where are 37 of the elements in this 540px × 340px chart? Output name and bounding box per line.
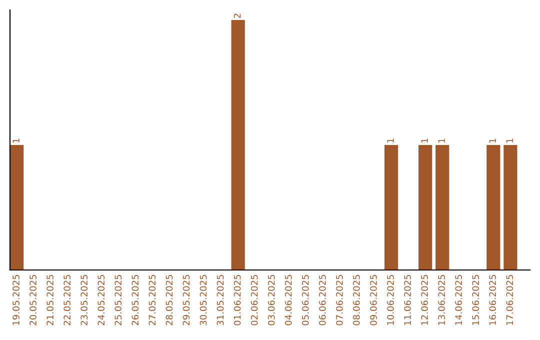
x-tick-label: 28.05.2025 <box>166 274 173 326</box>
x-tick-label: 24.05.2025 <box>98 274 105 326</box>
x-tick-label: 01.06.2025 <box>234 274 241 326</box>
x-tick-label: 11.06.2025 <box>404 274 411 325</box>
x-tick-label: 26.05.2025 <box>132 274 139 326</box>
x-tick-label: 03.06.2025 <box>268 274 275 326</box>
x-tick-label: 30.05.2025 <box>200 274 207 326</box>
x-tick-label: 22.05.2025 <box>64 274 70 326</box>
data-label: 1 <box>489 138 496 143</box>
x-tick-label: 17.06.2025 <box>506 274 514 325</box>
x-tick-label: 27.05.2025 <box>148 274 156 326</box>
x-tick-label: 25.05.2025 <box>114 274 122 326</box>
x-tick-label: 09.06.2025 <box>370 274 377 326</box>
x-tick-label: 19.05.2025 <box>12 274 20 325</box>
x-tick-label: 04.06.2025 <box>284 274 292 326</box>
x-tick-label: 13.06.2025 <box>438 274 445 325</box>
x-tick-label: 08.06.2025 <box>353 274 360 326</box>
x-tick-label: 14.06.2025 <box>455 274 462 325</box>
data-label: 2 <box>234 14 241 18</box>
x-tick-label: 12.06.2025 <box>421 274 428 325</box>
x-tick-label: 02.06.2025 <box>250 274 258 326</box>
x-tick-label: 20.05.2025 <box>30 274 36 326</box>
data-label: 1 <box>387 138 394 143</box>
data-label: 1 <box>506 138 513 143</box>
x-tick-label: 06.06.2025 <box>318 274 326 326</box>
x-tick-label: 21.05.2025 <box>46 274 54 326</box>
x-tick-label: 05.06.2025 <box>302 274 309 326</box>
x-tick-label: 23.05.2025 <box>80 274 88 326</box>
x-tick-label: 31.05.2025 <box>216 274 224 326</box>
x-tick-label: 29.05.2025 <box>182 274 190 326</box>
x-tick-label: 10.06.2025 <box>387 274 394 325</box>
data-label: 1 <box>12 138 20 143</box>
x-tick-label: 15.06.2025 <box>472 274 479 325</box>
data-label: 1 <box>421 138 428 143</box>
data-label: 1 <box>438 138 445 143</box>
x-tick-label: 07.06.2025 <box>336 274 343 326</box>
x-tick-label: 16.06.2025 <box>489 274 496 325</box>
